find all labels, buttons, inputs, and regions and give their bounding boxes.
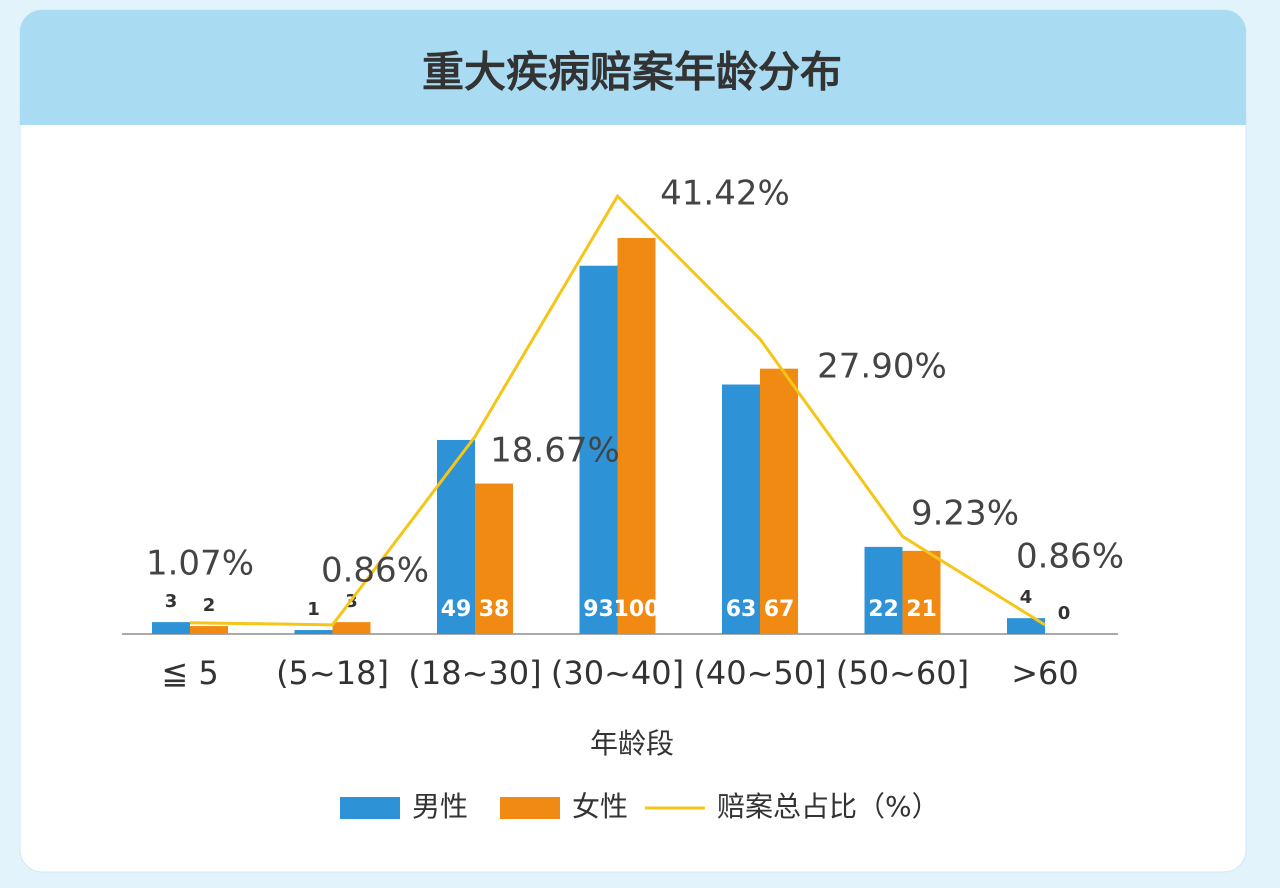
bar bbox=[864, 546, 903, 634]
line-value-label: 18.67% bbox=[490, 431, 620, 471]
bar-value-label: 0 bbox=[1058, 603, 1071, 624]
bar bbox=[1007, 618, 1045, 634]
line-value-label: 0.86% bbox=[1016, 537, 1124, 577]
bar-value-label: 22 bbox=[868, 597, 899, 622]
bar-value-label: 4 bbox=[1020, 587, 1033, 608]
bar bbox=[760, 368, 798, 634]
bar-value-label: 100 bbox=[614, 597, 660, 622]
line bbox=[189, 193, 1046, 627]
bar-value-label: 21 bbox=[906, 597, 937, 622]
line-value-label: 9.23% bbox=[911, 494, 1019, 534]
chart-title: 重大疾病赔案年龄分布 bbox=[422, 48, 842, 97]
legend-label: 赔案总占比（%） bbox=[717, 790, 940, 823]
header-band bbox=[20, 10, 1246, 125]
legend-label: 女性 bbox=[572, 790, 628, 823]
bar bbox=[579, 265, 618, 634]
legend-label: 男性 bbox=[412, 790, 468, 823]
bar bbox=[190, 626, 228, 634]
x-tick-label: (5~18] bbox=[276, 654, 389, 692]
x-tick-label: ≦ 5 bbox=[161, 654, 218, 692]
bar-value-label: 49 bbox=[441, 597, 472, 622]
bar bbox=[437, 439, 475, 634]
bar-value-label: 67 bbox=[764, 597, 795, 622]
line-value-label: 1.07% bbox=[146, 544, 254, 584]
bar bbox=[332, 622, 371, 634]
bar-value-label: 93 bbox=[583, 597, 614, 622]
line-value-label: 41.42% bbox=[660, 174, 790, 214]
x-tick-label: (18~30] bbox=[408, 654, 541, 692]
bar bbox=[475, 483, 513, 634]
bar-value-label: 38 bbox=[479, 597, 510, 622]
legend-swatch bbox=[340, 797, 400, 819]
line-value-label: 27.90% bbox=[817, 347, 947, 387]
x-axis-title: 年龄段 bbox=[590, 727, 674, 760]
x-tick-label: (50~60] bbox=[836, 654, 969, 692]
bar-value-label: 1 bbox=[307, 599, 320, 620]
x-tick-label: (30~40] bbox=[551, 654, 684, 692]
bar bbox=[617, 238, 656, 634]
legend-swatch bbox=[500, 797, 560, 819]
bar-value-label: 63 bbox=[726, 597, 757, 622]
bar bbox=[152, 622, 190, 634]
bar bbox=[294, 630, 333, 634]
x-tick-label: (40~50] bbox=[693, 654, 826, 692]
bar-value-label: 2 bbox=[203, 595, 216, 616]
bar bbox=[722, 384, 760, 634]
bar bbox=[902, 550, 941, 634]
line-value-label: 0.86% bbox=[321, 551, 429, 591]
x-tick-label: >60 bbox=[1011, 654, 1079, 692]
bar-value-label: 3 bbox=[165, 591, 178, 612]
